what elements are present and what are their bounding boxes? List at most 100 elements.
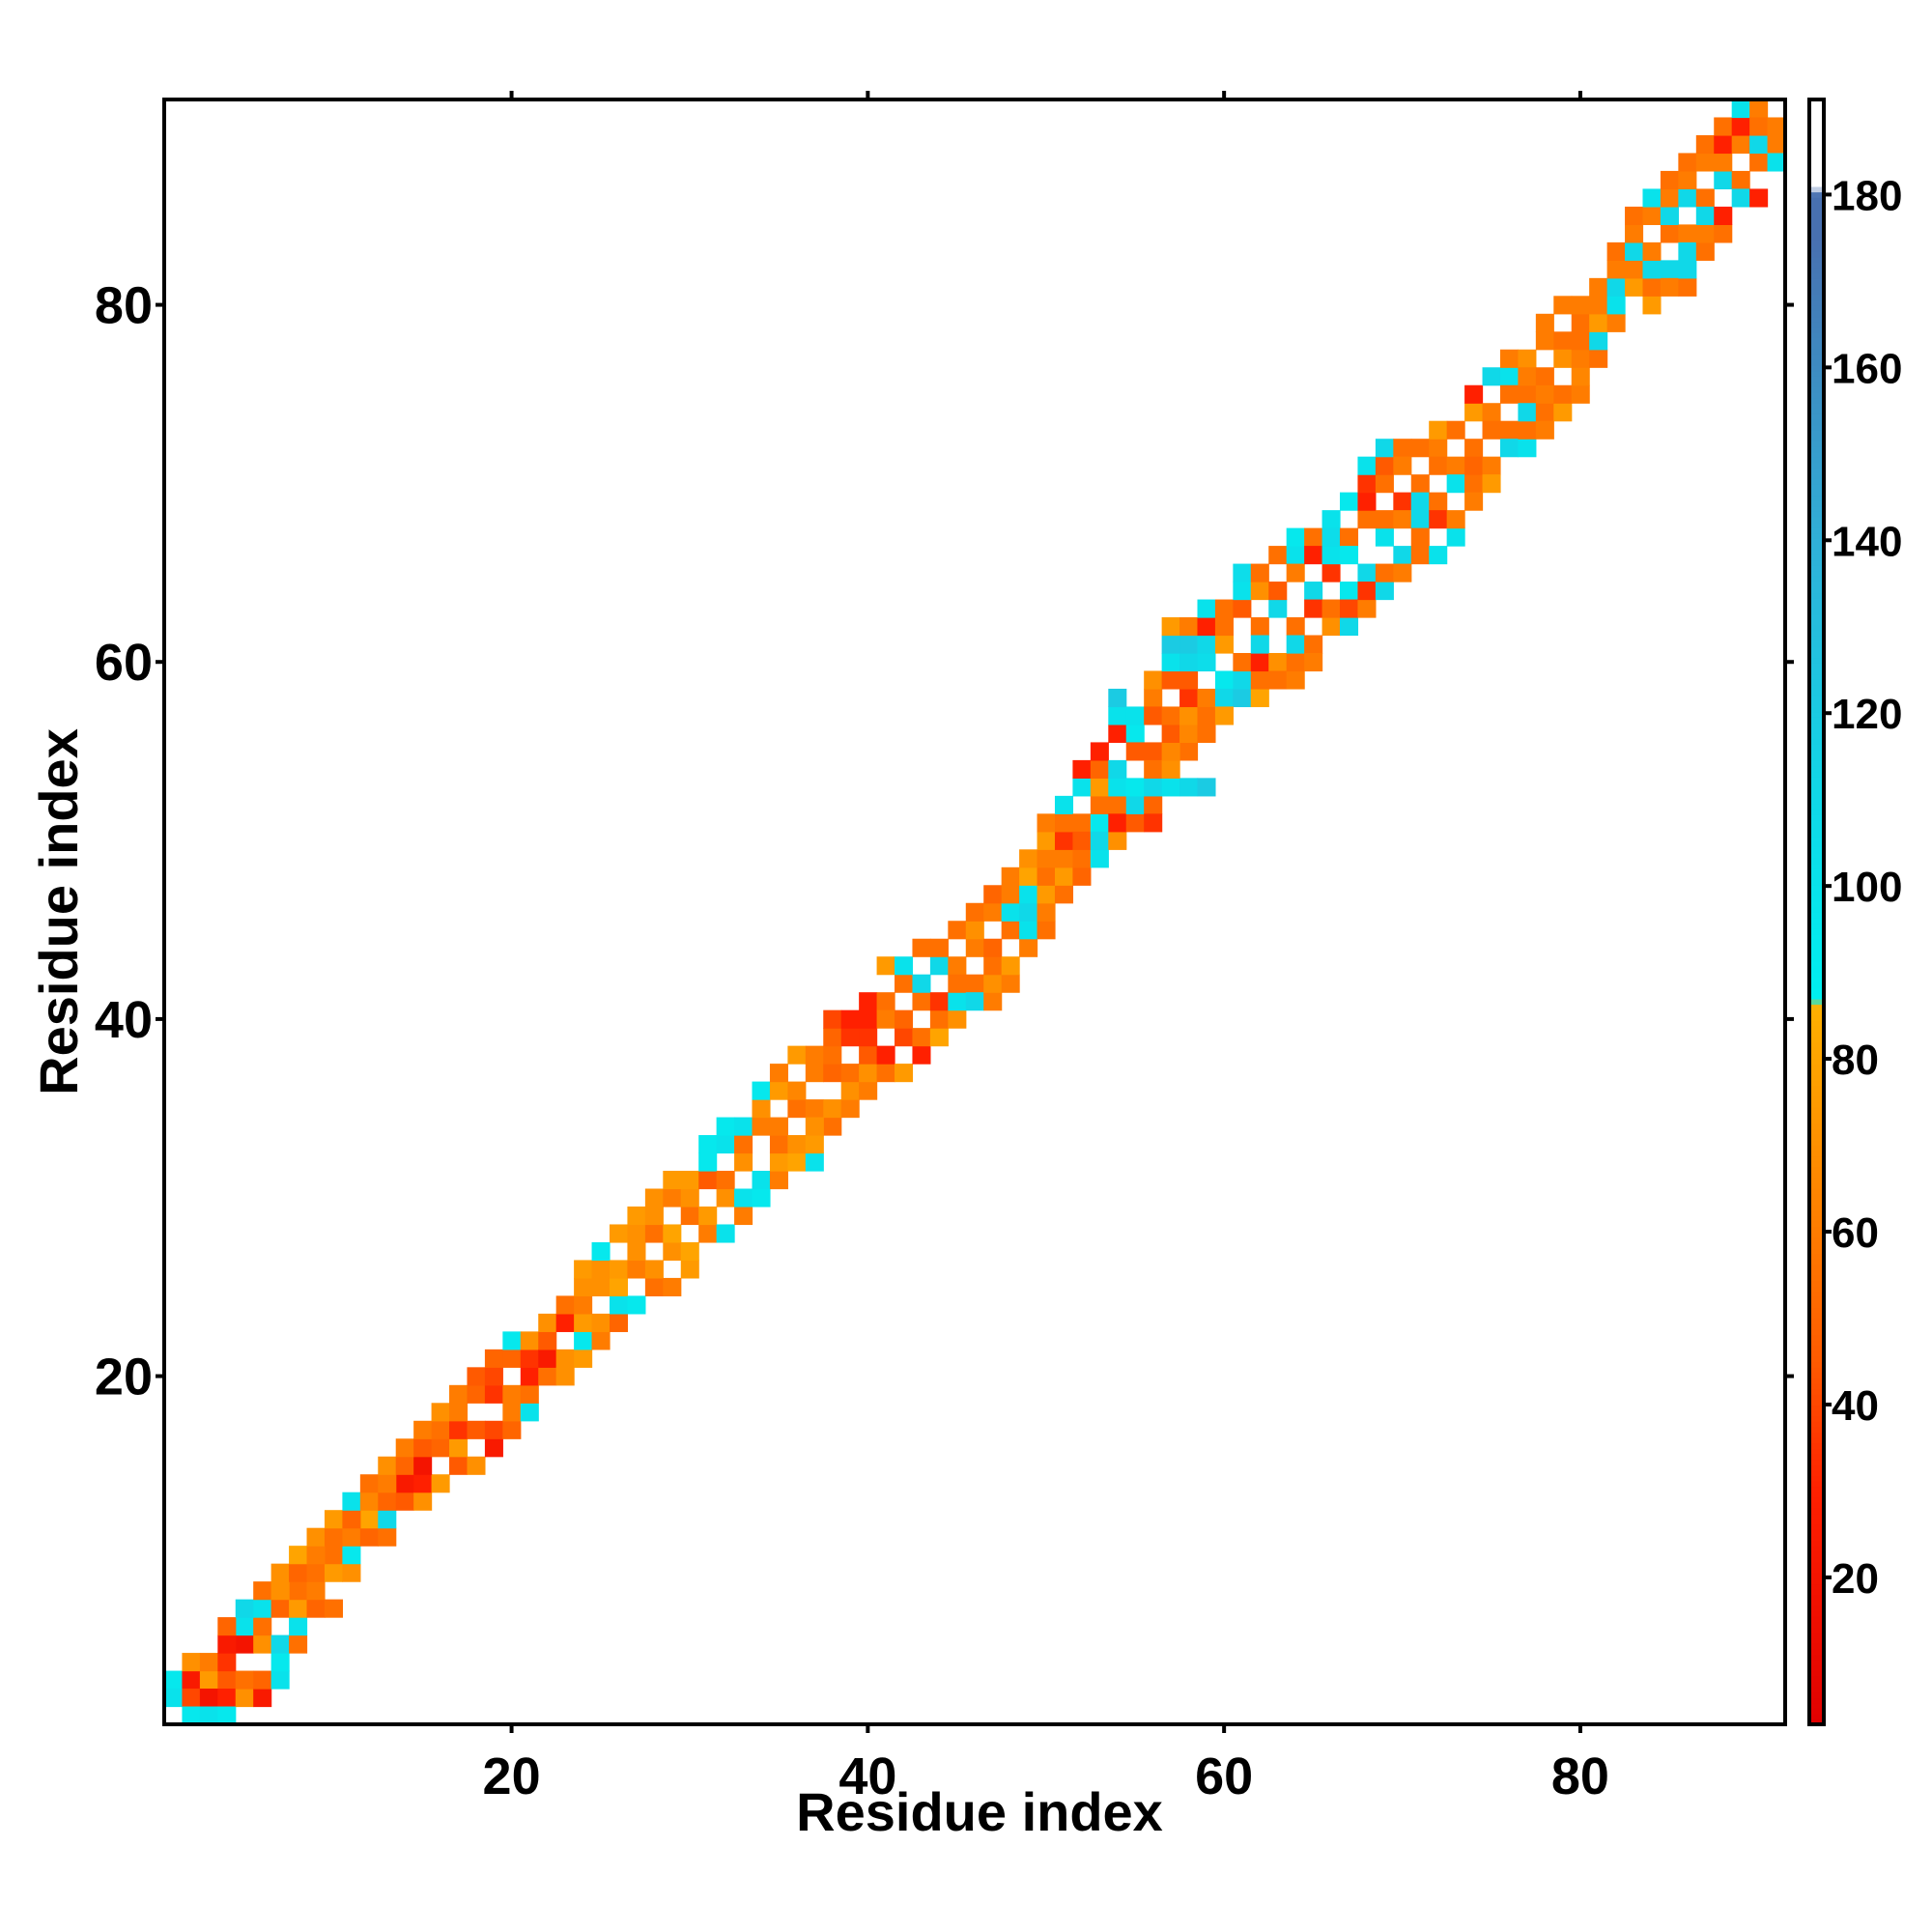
colorbar-segment: [1809, 495, 1824, 501]
heatmap-cell: [449, 1456, 469, 1475]
colorbar-segment: [1809, 294, 1824, 301]
colorbar-segment: [1809, 825, 1824, 832]
heatmap-cell: [182, 1653, 201, 1672]
colorbar-segment: [1809, 912, 1824, 919]
heatmap-cell: [1518, 384, 1537, 404]
heatmap-cell: [912, 1045, 931, 1065]
heatmap-cell: [1642, 277, 1662, 297]
heatmap-cell: [787, 1099, 807, 1119]
heatmap-cell: [1179, 724, 1199, 743]
heatmap-cell: [449, 1403, 469, 1422]
heatmap-cell: [1161, 724, 1180, 743]
heatmap-cell: [253, 1599, 272, 1618]
colorbar-segment: [1809, 1036, 1824, 1043]
colorbar-segment: [1809, 1031, 1824, 1037]
heatmap-cell: [1446, 420, 1465, 440]
colorbar-segment: [1809, 895, 1824, 902]
heatmap-cell: [342, 1563, 361, 1582]
heatmap-cell: [1714, 170, 1733, 190]
heatmap-cell: [1482, 420, 1501, 440]
heatmap-cell: [644, 1224, 664, 1243]
heatmap-cell: [1144, 688, 1163, 708]
heatmap-cell: [965, 902, 984, 922]
heatmap-cell: [555, 1367, 575, 1386]
heatmap-cell: [1375, 456, 1394, 475]
colorbar-segment: [1809, 1615, 1824, 1623]
heatmap-cell: [1446, 527, 1465, 547]
colorbar-segment: [1809, 462, 1824, 469]
heatmap-cell: [1678, 260, 1697, 279]
colorbar-segment: [1809, 836, 1824, 842]
colorbar-segment: [1809, 435, 1824, 442]
heatmap-cell: [1214, 599, 1234, 618]
heatmap-cell: [805, 1117, 824, 1136]
colorbar-segment: [1809, 1047, 1824, 1054]
colorbar-segment: [1809, 1610, 1824, 1617]
heatmap-cell: [520, 1349, 539, 1368]
colorbar-segment: [1809, 619, 1824, 626]
heatmap-cell: [876, 1064, 895, 1083]
heatmap-cell: [1144, 778, 1163, 797]
heatmap-cell: [413, 1438, 433, 1458]
heatmap-cell: [752, 1188, 771, 1208]
heatmap-cell: [1250, 688, 1269, 708]
heatmap-cell: [306, 1527, 326, 1547]
heatmap-cell: [1660, 206, 1679, 225]
heatmap-cell: [324, 1546, 343, 1565]
heatmap-cell: [1429, 492, 1448, 511]
colorbar-segment: [1809, 586, 1824, 594]
colorbar-segment: [1809, 305, 1824, 312]
colorbar-segment: [1809, 765, 1824, 773]
heatmap-cell: [805, 1152, 824, 1172]
heatmap-cell: [716, 1117, 735, 1136]
colorbar-segment: [1809, 499, 1824, 507]
colorbar-segment: [1809, 175, 1824, 182]
heatmap-cell: [1144, 759, 1163, 779]
colorbar-segment: [1809, 375, 1824, 383]
heatmap-cell: [1054, 831, 1074, 850]
heatmap-cell: [270, 1634, 290, 1654]
colorbar-segment: [1809, 1502, 1824, 1509]
colorbar-segment: [1809, 1681, 1824, 1688]
heatmap-cell: [840, 1081, 860, 1100]
heatmap-cell: [217, 1706, 237, 1725]
heatmap-cell: [1464, 492, 1484, 511]
heatmap-cell: [769, 1081, 788, 1100]
heatmap-cell: [1393, 492, 1412, 511]
heatmap-cell: [1482, 403, 1501, 422]
heatmap-cell: [502, 1331, 522, 1350]
colorbar-segment: [1809, 1328, 1824, 1336]
colorbar-segment: [1809, 776, 1824, 783]
heatmap-cell: [1660, 260, 1679, 279]
colorbar-segment: [1809, 1534, 1824, 1542]
heatmap-cell: [929, 1028, 949, 1047]
colorbar-segment: [1809, 1702, 1824, 1709]
heatmap-cell: [1625, 206, 1644, 225]
heatmap-cell: [431, 1438, 450, 1458]
heatmap-cell: [1482, 367, 1501, 386]
colorbar-tick-label: 40: [1832, 1382, 1879, 1430]
colorbar-segment: [1809, 819, 1824, 827]
heatmap-cell: [217, 1653, 237, 1672]
colorbar-segment: [1809, 960, 1824, 967]
colorbar-segment: [1809, 511, 1824, 518]
heatmap-cell: [591, 1331, 611, 1350]
heatmap-cell: [1161, 759, 1180, 779]
heatmap-cell: [1161, 652, 1180, 672]
colorbar-segment: [1809, 1627, 1824, 1634]
colorbar-segment: [1809, 781, 1824, 788]
heatmap-cell: [1553, 331, 1573, 351]
colorbar-segment: [1809, 397, 1824, 404]
heatmap-cell: [1714, 117, 1733, 136]
heatmap-cell: [378, 1492, 397, 1511]
colorbar-segment: [1809, 505, 1824, 512]
colorbar-segment: [1809, 137, 1824, 144]
heatmap-cell: [680, 1260, 699, 1279]
heatmap-cell: [289, 1581, 308, 1601]
colorbar-segment: [1809, 1545, 1824, 1552]
heatmap-cell: [876, 1009, 895, 1029]
heatmap-cell: [1161, 670, 1180, 690]
heatmap-cell: [1214, 670, 1234, 690]
heatmap-cell: [644, 1188, 664, 1208]
heatmap-cell: [520, 1403, 539, 1422]
